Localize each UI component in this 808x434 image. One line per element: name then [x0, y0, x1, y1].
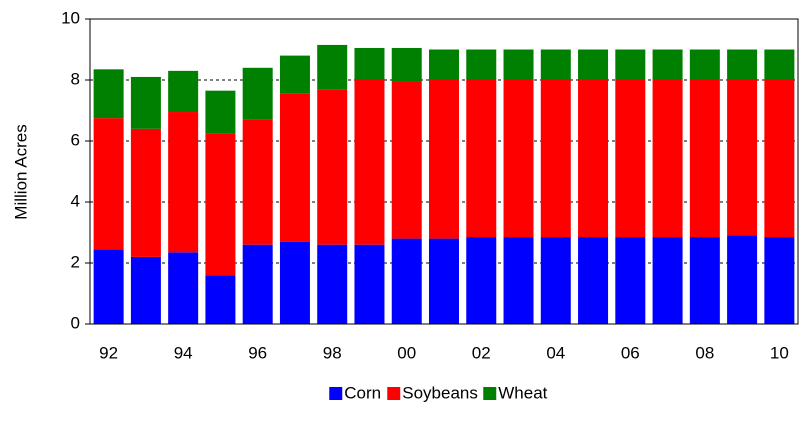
bar-segment	[429, 80, 459, 239]
bar-segment	[727, 235, 758, 324]
legend-swatch	[483, 387, 497, 400]
bar-segment	[279, 241, 310, 324]
bar-segment	[93, 118, 124, 250]
legend-label: Corn	[344, 383, 381, 402]
bar-segment	[93, 69, 124, 119]
bar-segment	[615, 80, 646, 238]
bar-segment	[317, 244, 348, 324]
plot-frame	[89, 18, 799, 325]
x-tick-label: 10	[770, 343, 789, 362]
bar-segment	[168, 112, 199, 253]
x-tick-label: 96	[248, 343, 267, 362]
bar-segment	[689, 49, 720, 80]
bar-segment	[578, 237, 609, 324]
y-tick-label: 0	[71, 313, 80, 332]
bar-segment	[391, 81, 422, 239]
bar-segment	[429, 49, 459, 80]
bar-segment	[727, 49, 758, 80]
bar-segment	[354, 80, 385, 245]
bar-segment	[652, 80, 683, 238]
bar-segment	[242, 67, 273, 120]
bar-segment	[540, 49, 571, 80]
x-tick-label: 06	[621, 343, 640, 362]
bar-segment	[130, 256, 161, 324]
bar-segment	[615, 49, 646, 80]
legend-swatch	[387, 387, 401, 400]
legend-swatch	[329, 387, 343, 400]
bar-segment	[503, 80, 534, 238]
x-tick-label: 92	[99, 343, 118, 362]
bar-segment	[615, 237, 646, 324]
bar-segment	[279, 55, 310, 94]
bar-segment	[391, 47, 422, 82]
y-tick-label: 2	[71, 252, 80, 271]
bar-segment	[168, 252, 199, 324]
bar-segment	[429, 238, 459, 324]
bar-segment	[689, 80, 720, 238]
bar-segment	[279, 93, 310, 242]
bar-segment	[764, 80, 795, 238]
x-tick-label: 08	[695, 343, 714, 362]
bar-segment	[578, 49, 609, 80]
bar-segment	[93, 249, 124, 324]
bar-segment	[130, 76, 161, 129]
bar-segment	[205, 133, 236, 276]
bar-segment	[503, 49, 534, 80]
bar-segment	[578, 80, 609, 238]
bar-segment	[689, 237, 720, 324]
x-tick-label: 00	[397, 343, 416, 362]
x-tick-label: 02	[472, 343, 491, 362]
bar-segment	[540, 80, 571, 238]
bar-segment	[168, 70, 199, 113]
bar-segment	[466, 237, 497, 324]
bar-segment	[317, 44, 348, 90]
bar-segment	[242, 119, 273, 245]
x-tick-label: 94	[174, 343, 193, 362]
bar-segment	[652, 49, 683, 80]
bar-segment	[764, 237, 795, 324]
bar-segment	[354, 47, 385, 80]
bar-segment	[205, 90, 236, 134]
bar-segment	[503, 237, 534, 324]
bar-segment	[540, 237, 571, 324]
bar-segment	[466, 49, 497, 80]
bar-segment	[466, 80, 497, 238]
bar-segment	[391, 238, 422, 324]
legend-label: Soybeans	[402, 383, 478, 402]
x-tick-label: 04	[546, 343, 565, 362]
bar-segment	[242, 244, 273, 324]
y-tick-label: 4	[71, 191, 80, 210]
y-tick-label: 8	[71, 69, 80, 88]
x-tick-label: 98	[323, 343, 342, 362]
bar-segment	[354, 244, 385, 324]
bar-segment	[764, 49, 795, 80]
bar-segment	[317, 89, 348, 245]
legend-label: Wheat	[498, 383, 547, 402]
bar-segment	[652, 237, 683, 324]
y-tick-label: 10	[61, 8, 80, 27]
bar-segment	[130, 128, 161, 257]
bar-segment	[205, 275, 236, 324]
y-tick-label: 6	[71, 130, 80, 149]
bar-segment	[727, 80, 758, 236]
y-axis-label: Million Acres	[11, 124, 30, 219]
